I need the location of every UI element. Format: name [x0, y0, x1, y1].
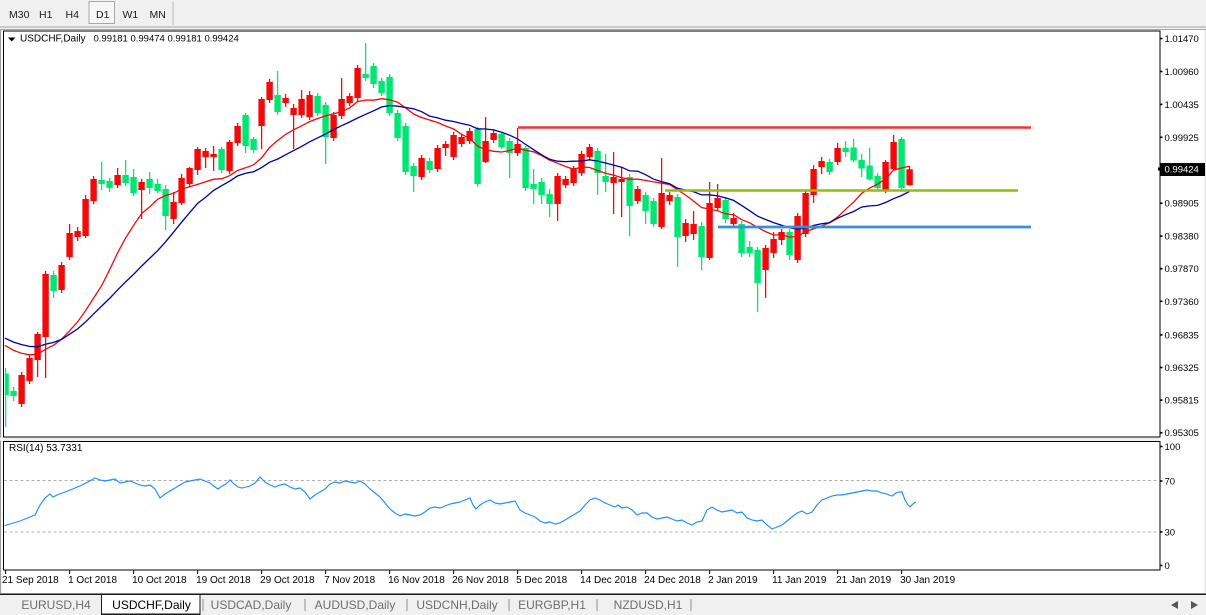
svg-text:H1: H1 — [39, 9, 53, 21]
svg-text:0.97870: 0.97870 — [1165, 264, 1199, 275]
svg-text:11 Jan 2019: 11 Jan 2019 — [772, 575, 827, 586]
svg-text:0: 0 — [1165, 561, 1170, 572]
svg-text:19 Oct 2018: 19 Oct 2018 — [196, 575, 251, 586]
svg-text:70: 70 — [1165, 477, 1176, 488]
svg-text:14 Dec 2018: 14 Dec 2018 — [580, 575, 637, 586]
svg-text:EURUSD,H4: EURUSD,H4 — [21, 598, 91, 612]
svg-text:26 Nov 2018: 26 Nov 2018 — [452, 575, 509, 586]
svg-text:29 Oct 2018: 29 Oct 2018 — [260, 575, 315, 586]
svg-text:0.97360: 0.97360 — [1165, 297, 1199, 308]
svg-text:AUDUSD,Daily: AUDUSD,Daily — [315, 598, 396, 612]
svg-text:USDCHF,Daily: USDCHF,Daily — [20, 34, 86, 45]
svg-text:30 Jan 2019: 30 Jan 2019 — [900, 575, 955, 586]
svg-text:0.96325: 0.96325 — [1165, 363, 1199, 374]
svg-text:0.98380: 0.98380 — [1165, 232, 1199, 243]
svg-text:EURGBP,H1: EURGBP,H1 — [518, 598, 586, 612]
svg-text:0.99424: 0.99424 — [1165, 165, 1199, 176]
svg-text:1.01470: 1.01470 — [1165, 34, 1199, 45]
svg-text:RSI(14) 53.7331: RSI(14) 53.7331 — [9, 443, 83, 454]
svg-text:21 Jan 2019: 21 Jan 2019 — [836, 575, 891, 586]
svg-text:W1: W1 — [123, 9, 139, 21]
svg-text:USDCNH,Daily: USDCNH,Daily — [416, 598, 497, 612]
svg-text:5 Dec 2018: 5 Dec 2018 — [516, 575, 568, 586]
svg-text:24 Dec 2018: 24 Dec 2018 — [644, 575, 701, 586]
svg-text:21 Sep 2018: 21 Sep 2018 — [2, 575, 59, 586]
svg-text:7 Nov 2018: 7 Nov 2018 — [324, 575, 376, 586]
svg-text:H4: H4 — [66, 9, 80, 21]
svg-text:0.98905: 0.98905 — [1165, 199, 1199, 210]
svg-text:1.00435: 1.00435 — [1165, 100, 1199, 111]
svg-text:MN: MN — [150, 9, 166, 21]
svg-text:30: 30 — [1165, 528, 1176, 539]
svg-text:0.99181 0.99474 0.99181 0.9942: 0.99181 0.99474 0.99181 0.99424 — [94, 34, 239, 45]
svg-text:0.95305: 0.95305 — [1165, 428, 1199, 439]
svg-text:1.00960: 1.00960 — [1165, 67, 1199, 78]
svg-text:USDCHF,Daily: USDCHF,Daily — [112, 598, 191, 612]
svg-text:0.99925: 0.99925 — [1165, 133, 1199, 144]
svg-text:0.96835: 0.96835 — [1165, 330, 1199, 341]
svg-text:M30: M30 — [9, 9, 30, 21]
svg-text:16 Nov 2018: 16 Nov 2018 — [388, 575, 445, 586]
svg-text:2 Jan 2019: 2 Jan 2019 — [708, 575, 758, 586]
svg-text:1 Oct 2018: 1 Oct 2018 — [68, 575, 117, 586]
svg-text:0.95815: 0.95815 — [1165, 396, 1199, 407]
svg-text:100: 100 — [1165, 442, 1181, 453]
svg-text:10 Oct 2018: 10 Oct 2018 — [132, 575, 187, 586]
svg-text:D1: D1 — [96, 9, 110, 21]
svg-text:USDCAD,Daily: USDCAD,Daily — [211, 598, 292, 612]
svg-text:NZDUSD,H1: NZDUSD,H1 — [614, 598, 683, 612]
